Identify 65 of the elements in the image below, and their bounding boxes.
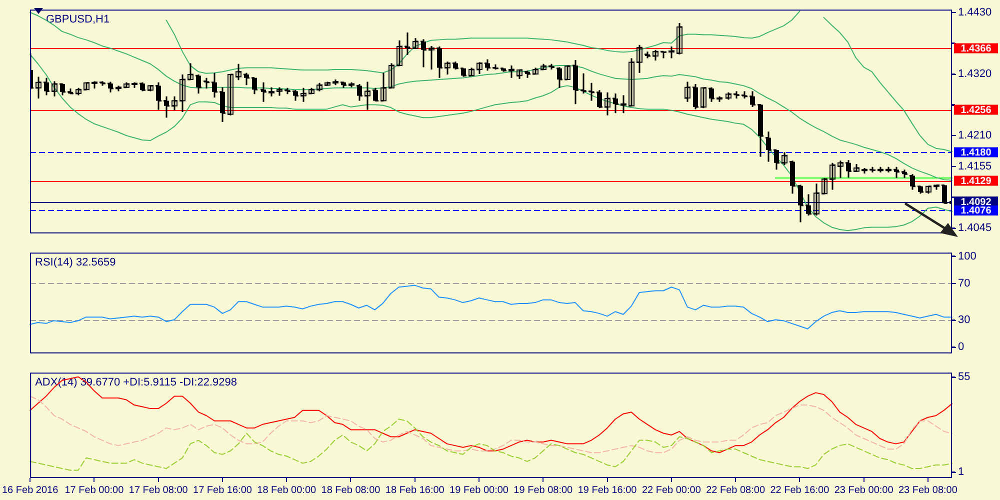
candlestick <box>188 62 194 81</box>
candlestick <box>628 58 634 107</box>
candlestick <box>564 64 570 80</box>
chart-title: RSI(14) 32.5659 <box>35 256 116 269</box>
chart-title: GBPUSD,H1 <box>46 14 110 26</box>
x-tick-label: 17 Feb 00:00 <box>64 484 124 496</box>
candlestick <box>822 177 828 195</box>
candlestick <box>300 87 306 103</box>
candlestick <box>700 86 706 109</box>
x-tick-label: 16 Feb 2016 <box>2 484 59 496</box>
candlestick <box>652 49 658 62</box>
candlestick <box>52 80 58 98</box>
y-tick-label: 1.4430 <box>958 6 992 18</box>
x-tick-label: 22 Feb 16:00 <box>770 484 830 496</box>
candlestick <box>838 160 844 179</box>
candlestick <box>428 45 434 70</box>
ref-line-label: 1.4092 <box>960 196 992 208</box>
candlestick <box>36 76 42 100</box>
ref-line-label: 1.4180 <box>960 148 992 159</box>
x-tick-label: 18 Feb 00:00 <box>257 484 317 496</box>
y-tick-label: 1.4045 <box>958 222 992 234</box>
y-tick-label: 1.4320 <box>958 68 992 80</box>
x-tick-label: 19 Feb 08:00 <box>514 484 574 496</box>
x-tick-label: 23 Feb 00:00 <box>834 484 894 496</box>
candlestick <box>380 72 386 102</box>
x-tick-label: 23 Feb 08:00 <box>898 484 958 496</box>
candlestick <box>476 61 482 75</box>
x-tick-label: 17 Feb 08:00 <box>128 484 188 496</box>
y-tick-label: 1.4210 <box>958 130 992 142</box>
line-series <box>30 396 952 454</box>
y-tick-label: 70 <box>958 278 970 290</box>
candlestick <box>830 162 836 191</box>
candlestick <box>396 40 402 67</box>
candlestick <box>172 96 178 112</box>
candlestick <box>180 74 186 113</box>
ref-line-label: 1.4129 <box>960 176 992 188</box>
candlestick <box>388 62 394 89</box>
y-tick-label: 30 <box>958 314 970 326</box>
candlestick <box>604 92 610 116</box>
x-tick-label: 18 Feb 08:00 <box>321 484 381 496</box>
y-tick-label: 55 <box>958 370 970 383</box>
x-tick-label: 17 Feb 16:00 <box>193 484 252 496</box>
x-tick-label: 19 Feb 16:00 <box>578 484 638 496</box>
candlestick <box>782 152 788 166</box>
candlestick <box>364 81 370 110</box>
x-tick-label: 18 Feb 16:00 <box>385 484 445 496</box>
ref-line-label: 1.4366 <box>960 43 992 54</box>
x-tick-label: 22 Feb 00:00 <box>642 484 702 496</box>
candlestick <box>228 73 234 116</box>
y-tick-label: 100 <box>958 250 976 262</box>
candlestick <box>676 22 682 56</box>
candlestick <box>236 63 242 81</box>
candlestick <box>444 60 450 76</box>
candlestick <box>636 44 642 74</box>
y-tick-label: 1 <box>958 466 964 478</box>
x-tick-label: 22 Feb 08:00 <box>706 484 766 496</box>
candlestick <box>684 81 690 103</box>
y-tick-label: 0 <box>958 341 964 354</box>
line-series <box>30 418 952 471</box>
ref-line-label: 1.4256 <box>960 105 992 116</box>
candlestick <box>412 37 418 50</box>
y-tick-label: 1.4155 <box>958 160 992 172</box>
ref-line-label: 1.4076 <box>960 206 992 217</box>
candlestick <box>814 182 820 216</box>
x-tick-label: 19 Feb 00:00 <box>450 484 509 496</box>
